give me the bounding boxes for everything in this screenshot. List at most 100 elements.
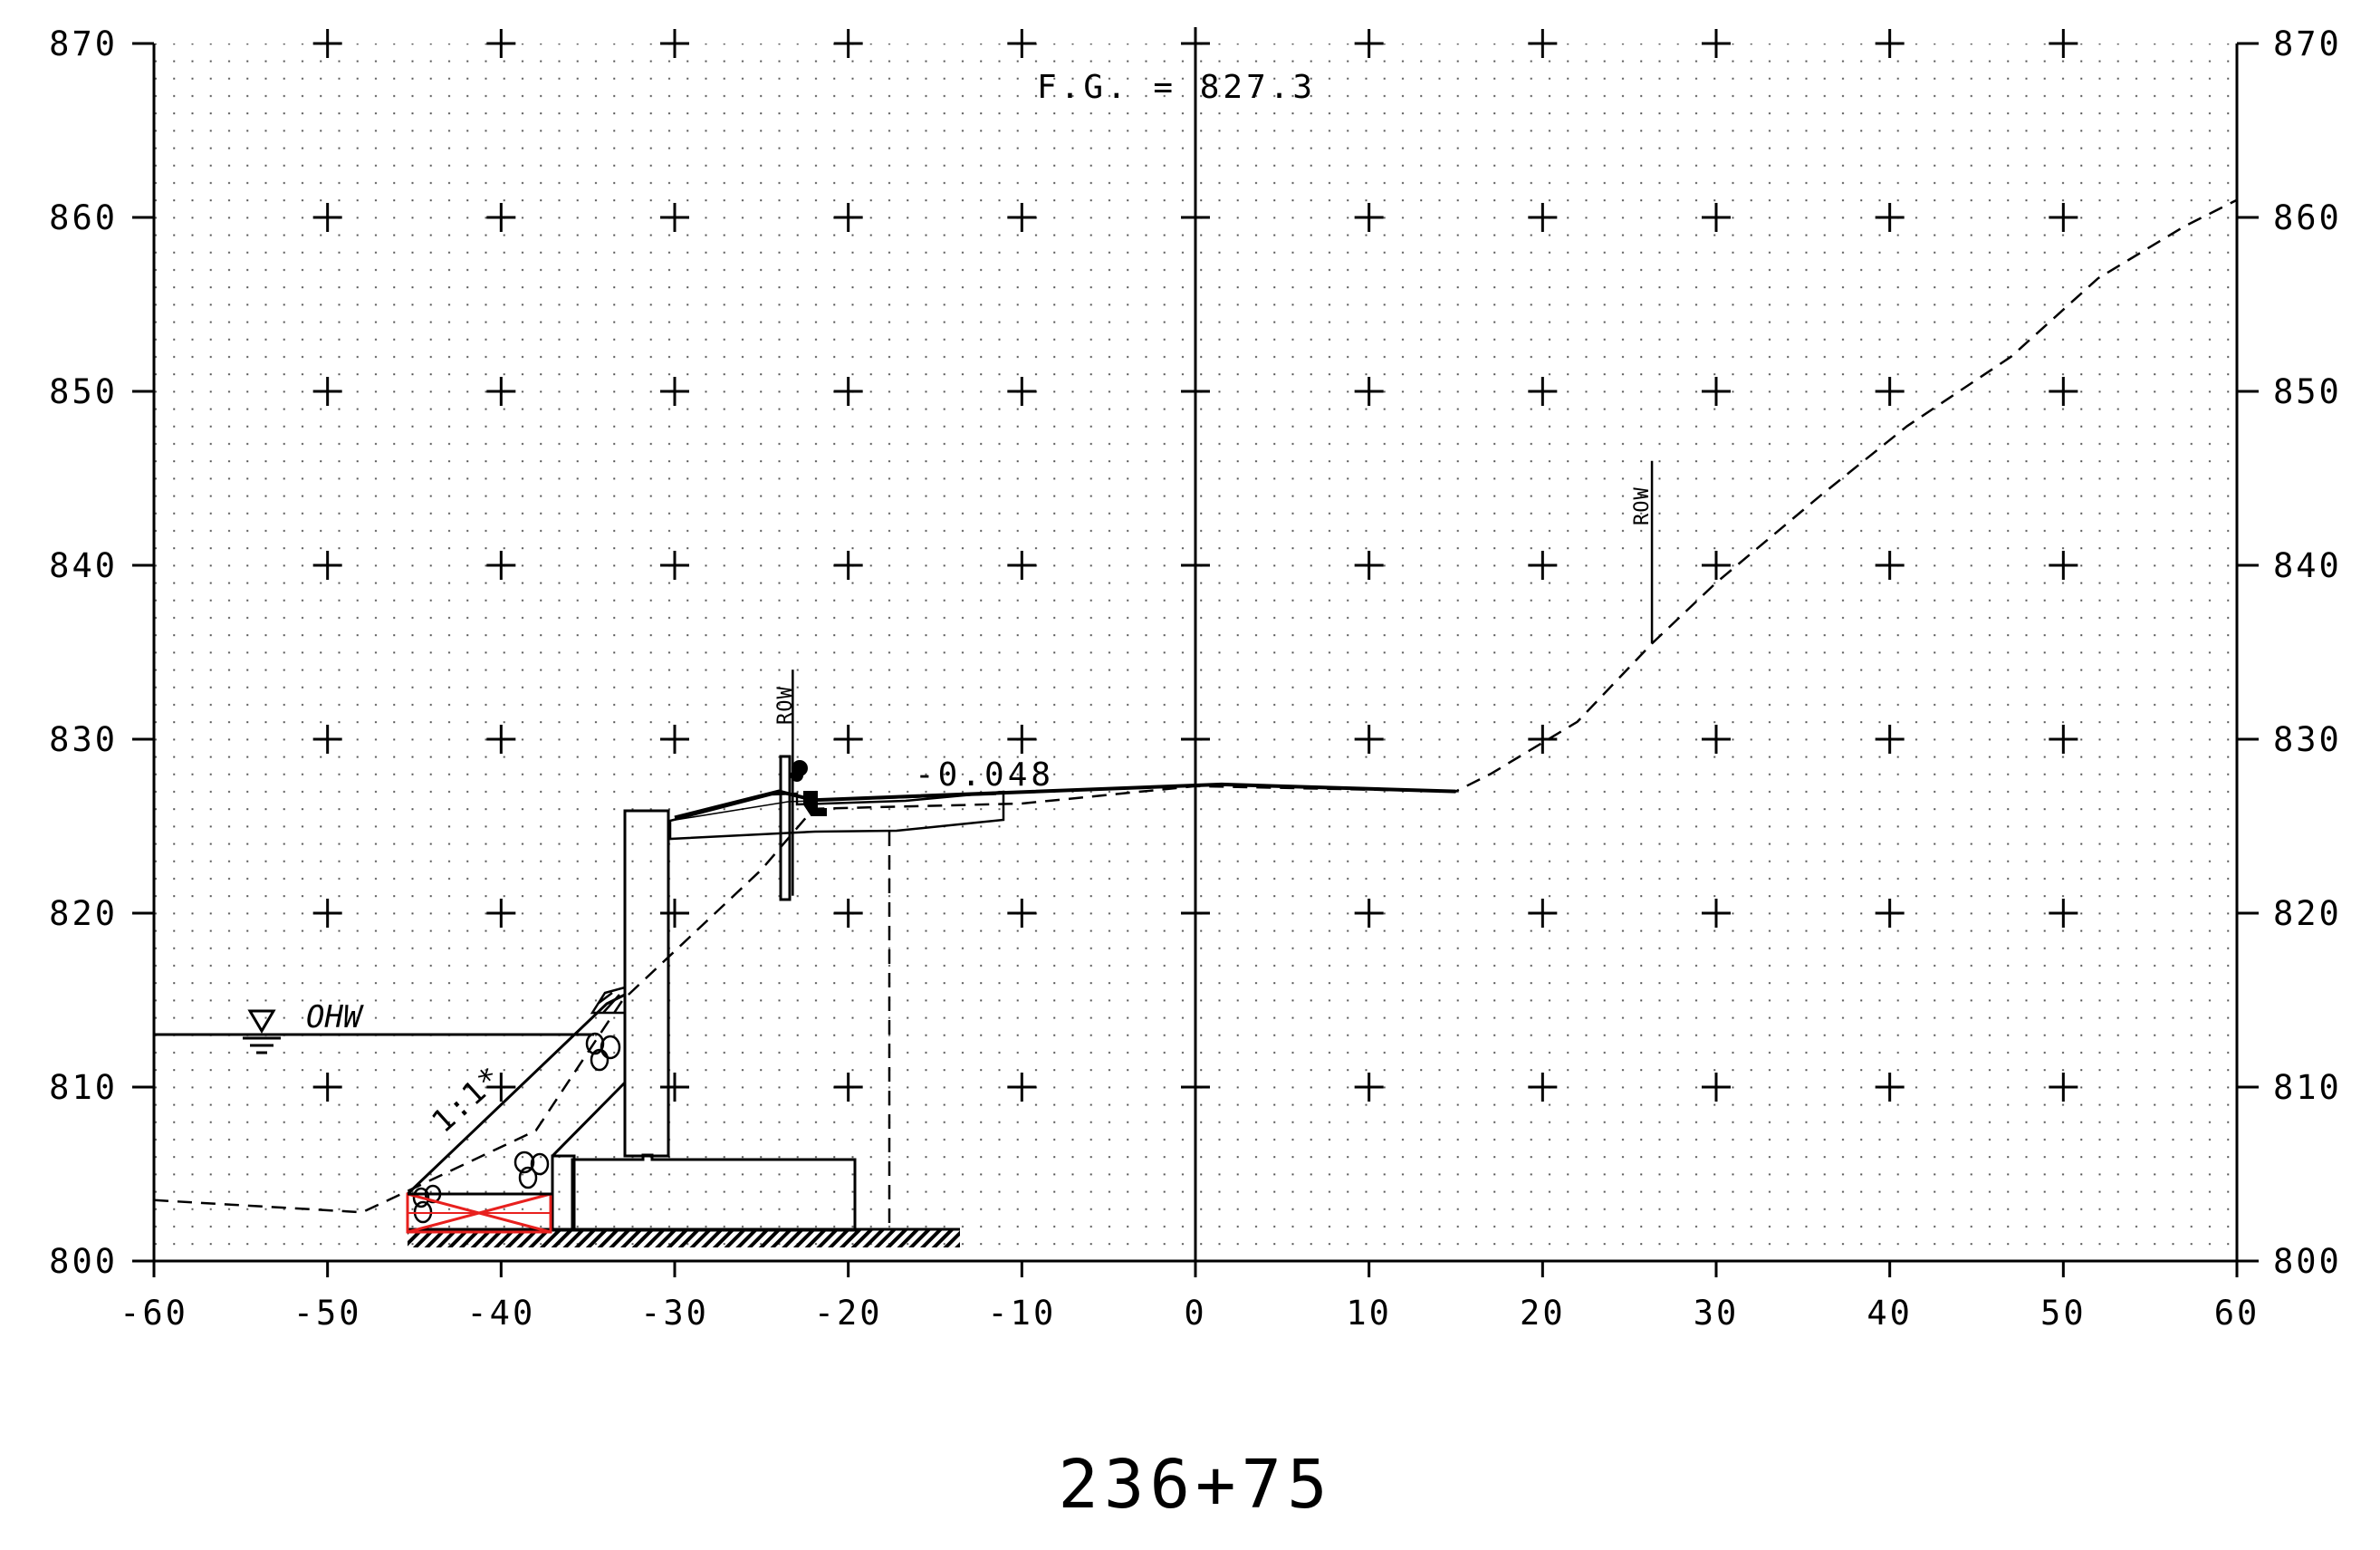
grid-plus-mark <box>486 899 516 928</box>
x-tick-label: -30 <box>640 1294 709 1333</box>
grid-plus-mark <box>2049 1073 2078 1102</box>
grid-plus-mark <box>2049 377 2078 406</box>
grid-plus-mark <box>2049 725 2078 754</box>
grid-plus-mark <box>2049 551 2078 580</box>
grid-plus-mark <box>1354 725 1384 754</box>
grid-plus-mark <box>833 551 863 580</box>
pavement-top-line <box>669 794 997 822</box>
grid-plus-mark <box>660 899 689 928</box>
grid-plus-mark <box>833 725 863 754</box>
grid-plus-mark <box>486 29 516 58</box>
grid-plus-mark <box>660 1073 689 1102</box>
y-tick-label-right: 800 <box>2273 1242 2342 1281</box>
barrier-post <box>779 755 792 901</box>
x-tick-label: -50 <box>293 1294 362 1333</box>
grid-plus-mark <box>1354 551 1384 580</box>
grid-plus-mark <box>1354 1073 1384 1102</box>
grid-plus-mark <box>486 377 516 406</box>
plus-marks-grid <box>312 29 2078 1102</box>
y-tick-label-right: 860 <box>2273 198 2342 237</box>
grid-plus-mark <box>1875 551 1905 580</box>
grid-plus-mark <box>833 29 863 58</box>
x-tick-label: -20 <box>814 1294 883 1333</box>
ohw-water-symbol <box>243 1009 281 1054</box>
x-tick-label: 10 <box>1346 1294 1392 1333</box>
grid-plus-mark <box>833 377 863 406</box>
grid-plus-mark <box>1702 29 1731 58</box>
ohw-label: OHW <box>306 999 364 1035</box>
riprap-top-blocks <box>590 986 627 1015</box>
grid-plus-mark <box>312 725 342 754</box>
y-tick-label-right: 840 <box>2273 546 2342 585</box>
x-tick-label: 20 <box>1520 1294 1566 1333</box>
grid-plus-mark <box>1702 377 1731 406</box>
grid-plus-mark <box>1528 377 1558 406</box>
y-axis-left-tick-labels: 800 810 820 830 840 850 860 870 <box>49 24 118 1281</box>
x-tick-label: 0 <box>1184 1294 1206 1333</box>
grid-plus-mark <box>1528 725 1558 754</box>
grid-plus-mark <box>312 1073 342 1102</box>
grid-plus-mark <box>486 725 516 754</box>
grid-plus-mark <box>660 29 689 58</box>
grid-plus-mark <box>1354 377 1384 406</box>
cross-slope-label: -0.048 <box>915 756 1054 794</box>
grid-plus-mark <box>1007 1073 1037 1102</box>
y-axis-right-tick-labels: 800 810 820 830 840 850 860 870 <box>2273 24 2342 1281</box>
grid-plus-mark <box>1528 29 1558 58</box>
grid-plus-mark <box>312 203 342 232</box>
y-tick-label-left: 830 <box>49 720 118 759</box>
grid-plus-mark <box>1875 1073 1905 1102</box>
y-tick-label-right: 850 <box>2273 372 2342 411</box>
grid-plus-mark <box>1528 1073 1558 1102</box>
grid-plus-mark <box>312 377 342 406</box>
grid-plus-mark <box>1007 899 1037 928</box>
grid-plus-mark <box>1702 725 1731 754</box>
y-tick-label-left: 820 <box>49 894 118 933</box>
grid-plus-mark <box>660 725 689 754</box>
grid-plus-mark <box>312 551 342 580</box>
grid-plus-mark <box>1875 203 1905 232</box>
grid-plus-mark <box>1702 1073 1731 1102</box>
grid-plus-mark <box>2049 899 2078 928</box>
y-tick-label-right: 810 <box>2273 1068 2342 1107</box>
y-tick-label-left: 840 <box>49 546 118 585</box>
x-axis-tick-labels: -60 -50 -40 -30 -20 -10 0 10 20 30 40 50 60 <box>120 1294 2257 1333</box>
grid-plus-mark <box>1007 203 1037 232</box>
toe-cross-bracing <box>406 1192 552 1234</box>
riprap-slope-outer <box>406 993 626 1196</box>
grid-plus-mark <box>2049 203 2078 232</box>
grid-plus-mark <box>1875 899 1905 928</box>
grid-plus-mark <box>1354 203 1384 232</box>
grid-plus-mark <box>660 551 689 580</box>
y-tick-label-right: 870 <box>2273 24 2342 63</box>
x-tick-label: -40 <box>466 1294 535 1333</box>
curb <box>803 791 827 816</box>
y-tick-label-left: 810 <box>49 1068 118 1107</box>
grid-plus-mark <box>833 203 863 232</box>
grid-plus-mark <box>312 29 342 58</box>
grid-plus-mark <box>1007 377 1037 406</box>
grid-plus-mark <box>1354 29 1384 58</box>
grid-plus-mark <box>1007 551 1037 580</box>
grid-plus-mark <box>486 1073 516 1102</box>
row-left-label: ROW <box>774 686 797 725</box>
grid-plus-mark <box>660 377 689 406</box>
x-tick-label: -10 <box>987 1294 1056 1333</box>
grid-plus-mark <box>1528 551 1558 580</box>
grid-plus-mark <box>1528 203 1558 232</box>
grid-plus-mark <box>1702 551 1731 580</box>
grid-plus-mark <box>1007 29 1037 58</box>
grid-plus-mark <box>312 899 342 928</box>
grid-plus-mark <box>1875 377 1905 406</box>
y-tick-label-right: 820 <box>2273 894 2342 933</box>
x-tick-label: -60 <box>120 1294 188 1333</box>
grid-plus-mark <box>1528 899 1558 928</box>
grid-plus-mark <box>1007 725 1037 754</box>
y-tick-label-left: 860 <box>49 198 118 237</box>
y-tick-label-left: 800 <box>49 1242 118 1281</box>
y-tick-label-left: 850 <box>49 372 118 411</box>
y-tick-label-right: 830 <box>2273 720 2342 759</box>
station-label: 236+75 <box>1058 1446 1332 1524</box>
